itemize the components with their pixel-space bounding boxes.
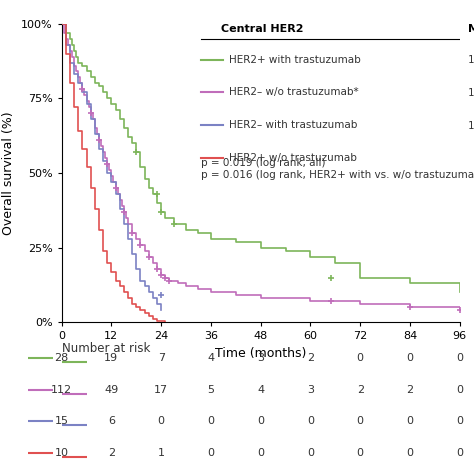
Text: 7: 7 bbox=[157, 353, 165, 363]
Text: 0: 0 bbox=[456, 353, 463, 363]
Text: 2: 2 bbox=[356, 384, 364, 395]
Text: Number at risk: Number at risk bbox=[62, 342, 150, 355]
Text: 0: 0 bbox=[357, 353, 364, 363]
Text: HER2– w/o trastuzumab*: HER2– w/o trastuzumab* bbox=[229, 87, 358, 97]
Text: 2: 2 bbox=[406, 384, 414, 395]
Text: 15: 15 bbox=[55, 417, 69, 427]
Text: 6.9 (3.98 – 9.82): 6.9 (3.98 – 9.82) bbox=[468, 153, 474, 163]
Text: 0: 0 bbox=[407, 417, 413, 427]
Text: 12.0 (10.47 – 14.13): 12.0 (10.47 – 14.13) bbox=[468, 87, 474, 97]
Text: 3: 3 bbox=[257, 353, 264, 363]
Text: 0: 0 bbox=[208, 448, 214, 458]
Text: Central HER2: Central HER2 bbox=[221, 24, 303, 34]
Y-axis label: Overall survival (%): Overall survival (%) bbox=[2, 111, 16, 235]
Text: 17.7 (10.87 – 24.53): 17.7 (10.87 – 24.53) bbox=[468, 55, 474, 64]
Text: 2: 2 bbox=[307, 353, 314, 363]
Text: 0: 0 bbox=[307, 417, 314, 427]
Text: 0: 0 bbox=[456, 448, 463, 458]
Text: 6: 6 bbox=[108, 417, 115, 427]
Text: 0: 0 bbox=[357, 448, 364, 458]
Text: 112: 112 bbox=[51, 384, 72, 395]
Text: HER2+ w/o trastuzumab: HER2+ w/o trastuzumab bbox=[229, 153, 357, 163]
Text: 2: 2 bbox=[108, 448, 115, 458]
Text: 11.3 (5.36 – 17.24): 11.3 (5.36 – 17.24) bbox=[468, 120, 474, 130]
Text: 1: 1 bbox=[158, 448, 164, 458]
Text: 0: 0 bbox=[407, 353, 413, 363]
Text: 0: 0 bbox=[257, 417, 264, 427]
Text: 0: 0 bbox=[257, 448, 264, 458]
Text: 10: 10 bbox=[55, 448, 69, 458]
Text: HER2+ with trastuzumab: HER2+ with trastuzumab bbox=[229, 55, 361, 64]
Text: 0: 0 bbox=[158, 417, 164, 427]
Text: 0: 0 bbox=[407, 448, 413, 458]
Text: HER2– with trastuzumab: HER2– with trastuzumab bbox=[229, 120, 357, 130]
Text: 0: 0 bbox=[456, 384, 463, 395]
Text: 49: 49 bbox=[104, 384, 118, 395]
Text: 0: 0 bbox=[307, 448, 314, 458]
Text: 0: 0 bbox=[208, 417, 214, 427]
Text: 5: 5 bbox=[208, 384, 214, 395]
Text: Median (95% CI): Median (95% CI) bbox=[468, 24, 474, 34]
Text: 3: 3 bbox=[307, 384, 314, 395]
Text: 4: 4 bbox=[207, 353, 215, 363]
Text: 17: 17 bbox=[154, 384, 168, 395]
Text: p = 0.019 (log rank, all)
p = 0.016 (log rank, HER2+ with vs. w/o trastuzumab): p = 0.019 (log rank, all) p = 0.016 (log… bbox=[201, 158, 474, 180]
Text: 4: 4 bbox=[257, 384, 264, 395]
Text: 19: 19 bbox=[104, 353, 118, 363]
X-axis label: Time (months): Time (months) bbox=[215, 347, 306, 360]
Text: 28: 28 bbox=[55, 353, 69, 363]
Text: 0: 0 bbox=[456, 417, 463, 427]
Text: 0: 0 bbox=[357, 417, 364, 427]
